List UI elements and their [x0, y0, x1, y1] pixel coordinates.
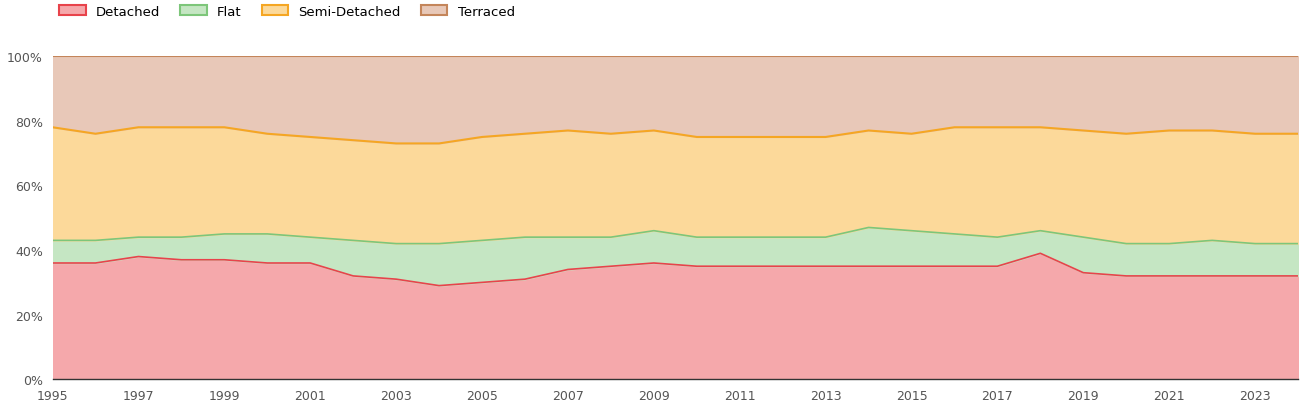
Legend: Detached, Flat, Semi-Detached, Terraced: Detached, Flat, Semi-Detached, Terraced	[59, 6, 514, 18]
